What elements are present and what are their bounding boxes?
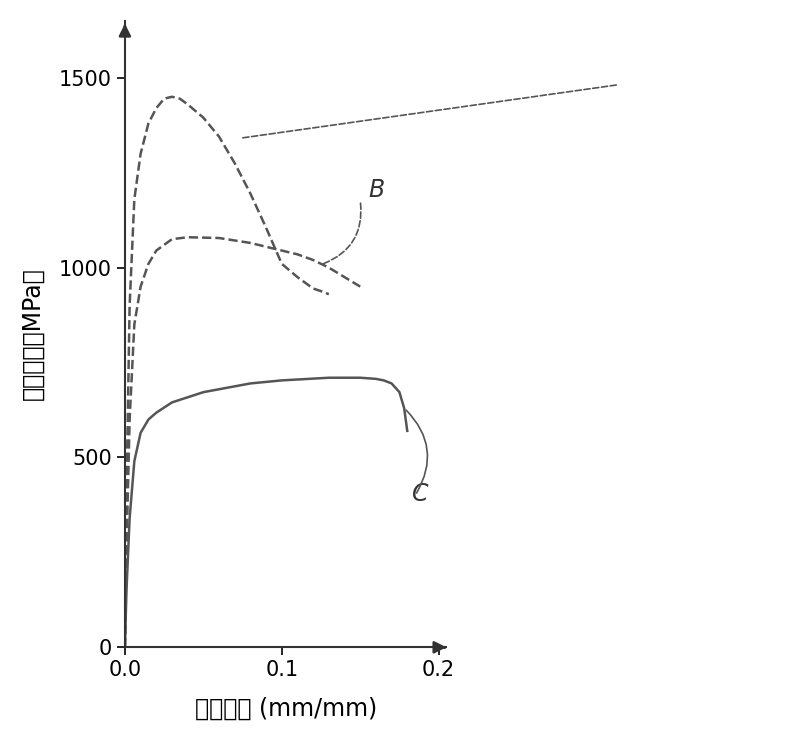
Text: A: A <box>0 741 1 742</box>
X-axis label: 工程应变 (mm/mm): 工程应变 (mm/mm) <box>194 697 377 721</box>
Text: B: B <box>368 178 384 203</box>
Y-axis label: 工程应力（MPa）: 工程应力（MPa） <box>21 268 45 401</box>
Text: C: C <box>412 482 429 506</box>
